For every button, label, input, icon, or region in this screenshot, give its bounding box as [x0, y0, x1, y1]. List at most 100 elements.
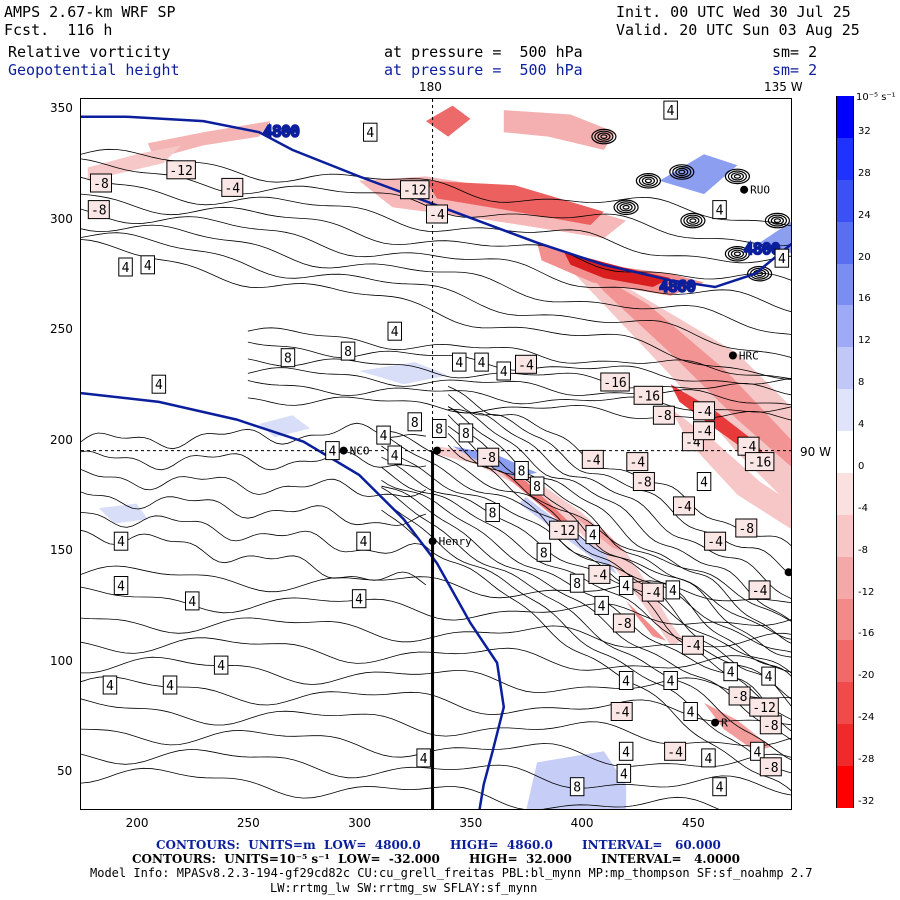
contour-label-text: 4 [500, 365, 508, 380]
station-dot-1 [433, 446, 441, 455]
vorticity-contour-30 [81, 637, 791, 673]
vorticity-fill-23 [659, 154, 738, 195]
contour-label-73: -12 [749, 697, 779, 717]
colorbar-tick-label: -32 [858, 796, 875, 807]
height-contour-1 [81, 391, 506, 809]
contour-label-22: -8 [652, 405, 675, 425]
contour-label-box [166, 160, 196, 180]
contour-label-text: -4 [707, 535, 723, 550]
contour-label-box [496, 361, 511, 381]
contour-label-text: 4 [366, 126, 374, 141]
contour-label-box [549, 520, 579, 540]
station-dot-3 [728, 351, 737, 360]
contour-label-box [663, 100, 678, 120]
vorticity-cluster-7-6 [597, 132, 611, 141]
colorbar-tick-label: -20 [858, 670, 875, 682]
vorticity-fill-8 [87, 145, 182, 181]
vorticity-fill-19 [359, 362, 449, 385]
contour-label-box [569, 777, 585, 797]
colorbar-tick-label: -4 [858, 502, 868, 514]
vorticity-cluster-0-12 [635, 173, 662, 189]
height-contour-0 [81, 115, 791, 289]
colorbar-segment [836, 724, 854, 767]
vorticity-cluster-2-6 [730, 249, 745, 258]
vorticity-contour-35 [81, 749, 791, 796]
contour-label-74: 4 [618, 741, 634, 761]
contour-label-2: -12 [166, 160, 196, 180]
contour-label-text: -4 [429, 208, 445, 223]
contour-label-14: 8 [340, 341, 356, 361]
contour-label-box [712, 200, 727, 220]
contour-label-text: -8 [480, 451, 496, 466]
vorticity-fill-21 [98, 503, 148, 524]
contour-label-44: -4 [704, 531, 727, 551]
contour-label-text: 4 [667, 104, 675, 119]
station-dot-2 [428, 537, 437, 546]
contour-label-box [432, 419, 447, 438]
vorticity-fill-0 [559, 258, 791, 507]
field1-level: at pressure = 500 hPa [384, 43, 583, 61]
contour-label-box [113, 531, 129, 551]
contour-label-text: 8 [573, 577, 581, 592]
contour-label-0: 4 [363, 122, 378, 142]
contour-label-box [610, 702, 633, 721]
init-time: Init. 00 UTC Wed 30 Jul 25 [616, 3, 851, 21]
vorticity-contour-11 [447, 394, 791, 576]
vorticity-contour-22 [81, 193, 791, 281]
contour-label-box [626, 452, 649, 472]
contour-label-text: 4 [727, 666, 735, 681]
contour-label-text: 4 [753, 745, 761, 760]
contour-label-text: -4 [676, 500, 692, 515]
vorticity-cluster-7-3 [600, 134, 608, 139]
contour-label-box [761, 666, 776, 686]
contour-label-text: -8 [732, 690, 748, 705]
vorticity-cluster-2-9 [727, 247, 748, 260]
contour-label-box [681, 635, 704, 655]
map-panel[interactable]: 4800 4860 4800 4 -4 -12 -8 -8 4 4 -12 -4 4 4 4 4 8 8 4 4 4-… [80, 98, 792, 810]
vorticity-contour-45 [247, 358, 791, 396]
contour-label-81: 4 [616, 763, 632, 783]
contour-label-71: 4 [683, 702, 698, 721]
contour-label-text: -8 [616, 617, 632, 632]
contour-label-text: -16 [603, 376, 626, 391]
contour-label-text: 4 [716, 781, 724, 796]
field1-sm: sm= 2 [772, 43, 818, 61]
contour-label-box [458, 423, 474, 443]
contour-label-text: 4 [117, 535, 125, 550]
colorbar-tick-label: -16 [858, 628, 875, 640]
contour-label-text: 4 [117, 580, 125, 595]
valid-time: Valid. 20 UTC Sun 03 Aug 25 [616, 21, 860, 39]
contour-label-4: -8 [87, 200, 110, 220]
contour-label-box [594, 595, 609, 615]
colorbar-tick-label: 20 [858, 251, 871, 263]
contour-label-text: 4 [144, 259, 152, 274]
colorbar-segment [836, 472, 854, 516]
vorticity-contour-6 [381, 485, 791, 741]
contour-label-72: -8 [759, 715, 782, 735]
contour-label-box [162, 675, 178, 695]
contour-label-text: -4 [752, 584, 768, 599]
vorticity-contour-38 [81, 450, 426, 471]
vorticity-cluster-3-12 [746, 265, 773, 282]
contour-label-66: 4 [663, 671, 678, 690]
contour-label-box [118, 257, 133, 277]
forecast-hour: Fcst. 116 h [4, 21, 113, 39]
contour-label-54: -4 [641, 582, 664, 602]
contour-label-text: -12 [403, 184, 426, 199]
contour-label-box [618, 741, 634, 761]
vorticity-contour-3 [381, 456, 791, 674]
contour-label-text: 4 [589, 529, 597, 544]
contour-label-text: 4 [778, 252, 786, 267]
contour-label-box [515, 354, 537, 374]
vorticity-contour-34 [81, 728, 791, 767]
contour-label-16: 4 [474, 352, 489, 372]
colorbar-tick-label: 28 [858, 167, 871, 179]
contour-label-38: -4 [693, 421, 715, 441]
contour-label-box [514, 461, 529, 480]
contour-label-58: 4 [351, 589, 367, 609]
contour-label-box [102, 675, 118, 695]
vorticity-contour-43 [247, 327, 791, 380]
geopotential-height-layer: 4800 4860 4800 [81, 115, 791, 809]
colorbar-tick-label: 16 [858, 293, 871, 305]
vorticity-fill-11 [437, 446, 684, 646]
